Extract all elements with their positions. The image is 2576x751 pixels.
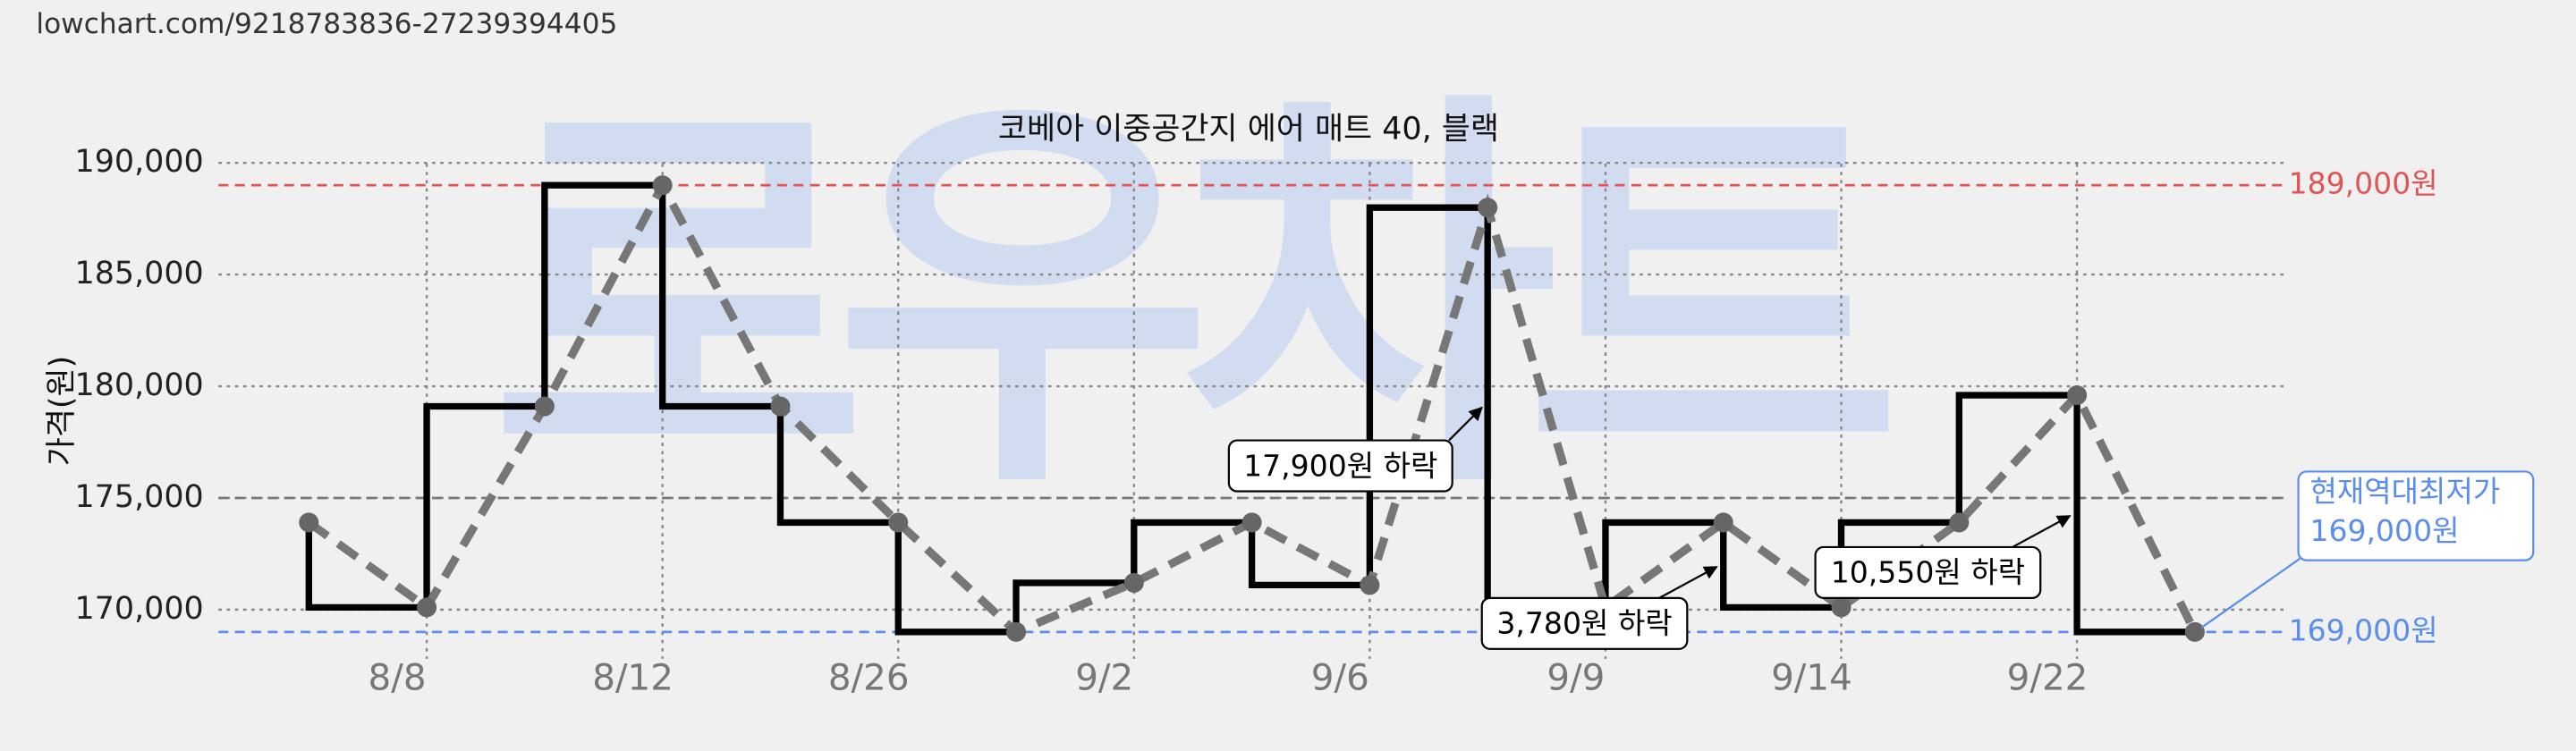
data-point xyxy=(2067,385,2088,406)
x-tick-label: 9/6 xyxy=(1311,656,1369,699)
watermark: 로우차트 xyxy=(489,61,1890,538)
lowest-arrow xyxy=(2200,557,2301,629)
y-tick-label: 170,000 xyxy=(75,591,204,627)
lowest-text: 현재역대최저가 xyxy=(2309,474,2500,509)
annotation-box xyxy=(1480,596,1689,650)
x-tick-label: 9/14 xyxy=(1771,656,1852,699)
reference-label: 169,000원 xyxy=(2289,612,2438,647)
data-point xyxy=(1360,575,1380,595)
x-tick-label: 8/12 xyxy=(592,656,674,699)
y-tick-label: 190,000 xyxy=(75,144,204,180)
lowest-text: 169,000원 xyxy=(2309,513,2459,548)
data-point xyxy=(1006,621,1027,642)
y-axis-label: 가격(원) xyxy=(44,356,80,466)
x-tick-label: 9/2 xyxy=(1075,656,1133,699)
annotation-text: 10,550원 하락 xyxy=(1831,555,2025,590)
y-tick-label: 175,000 xyxy=(75,479,204,515)
annotation-text: 3,780원 하락 xyxy=(1496,606,1672,641)
data-point xyxy=(770,396,791,417)
data-point xyxy=(2184,621,2205,642)
lowest-box xyxy=(2297,470,2535,561)
annotation-text: 17,900원 하락 xyxy=(1243,448,1437,483)
y-tick-label: 180,000 xyxy=(75,367,204,403)
data-point xyxy=(652,175,673,196)
data-point xyxy=(417,597,437,618)
url: lowchart.com/9218783836-27239394405 xyxy=(36,8,617,40)
data-point xyxy=(299,512,319,533)
annotation-box xyxy=(1227,439,1453,493)
data-point xyxy=(1123,572,1144,593)
data-point xyxy=(888,512,909,533)
chart-title: 코베아 이중공간지 에어 매트 40, 블랙 xyxy=(998,111,1499,147)
data-point xyxy=(1831,597,1852,618)
annotation-arrow xyxy=(1448,406,1483,442)
y-tick-label: 185,000 xyxy=(75,256,204,291)
x-tick-label: 8/8 xyxy=(369,656,427,699)
data-point xyxy=(1949,512,1970,533)
data-point xyxy=(534,396,555,417)
x-tick-label: 9/9 xyxy=(1546,656,1605,699)
reference-label: 189,000원 xyxy=(2289,166,2438,201)
annotation-box xyxy=(1814,545,2042,599)
annotation-arrow xyxy=(1658,566,1718,599)
data-point xyxy=(1241,512,1262,533)
data-point xyxy=(1478,198,1498,218)
x-tick-label: 8/26 xyxy=(828,656,910,699)
data-point xyxy=(1713,512,1733,533)
annotation-arrow xyxy=(2012,515,2072,548)
x-tick-label: 9/22 xyxy=(2007,656,2089,699)
